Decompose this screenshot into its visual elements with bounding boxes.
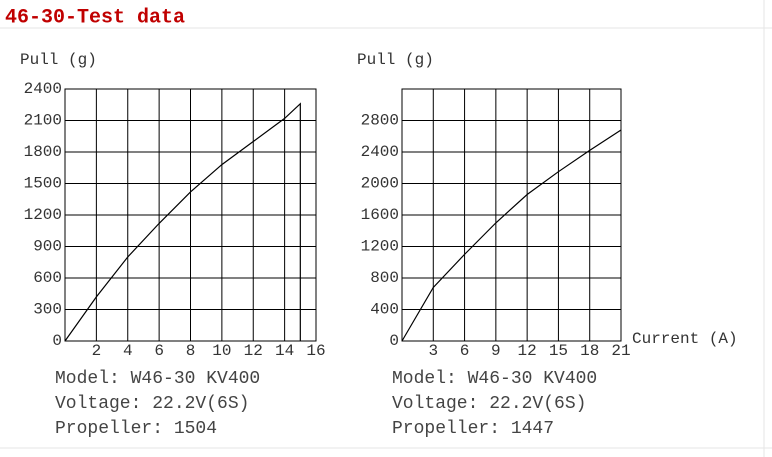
y-tick-label: 1200 bbox=[24, 206, 62, 224]
x-tick-label: 18 bbox=[580, 342, 599, 360]
data-line bbox=[64, 102, 301, 342]
spec-note: Propeller: 1504 bbox=[55, 419, 217, 439]
y-tick-label: 2400 bbox=[361, 143, 399, 161]
y-tick-label: 900 bbox=[33, 238, 62, 256]
x-tick-label: 14 bbox=[275, 342, 294, 360]
x-tick-label: 3 bbox=[428, 342, 438, 360]
spec-note: Propeller: 1447 bbox=[392, 419, 554, 439]
y-tick-label: 1200 bbox=[361, 238, 399, 256]
x-tick-label: 6 bbox=[154, 342, 164, 360]
spec-note: Model: W46-30 KV400 bbox=[55, 369, 260, 389]
x-tick-label: 6 bbox=[460, 342, 470, 360]
y-tick-label: 0 bbox=[389, 332, 399, 350]
x-tick-label: 9 bbox=[491, 342, 501, 360]
y-tick-label: 1800 bbox=[24, 143, 62, 161]
x-tick-label: 10 bbox=[212, 342, 231, 360]
y-tick-label: 2100 bbox=[24, 112, 62, 130]
x-tick-label: 8 bbox=[186, 342, 196, 360]
x-tick-label: 4 bbox=[123, 342, 133, 360]
x-tick-label: 15 bbox=[549, 342, 568, 360]
y-tick-label: 0 bbox=[52, 332, 62, 350]
data-line bbox=[401, 129, 622, 342]
y-tick-label: 800 bbox=[370, 269, 399, 287]
y-tick-label: 1500 bbox=[24, 175, 62, 193]
y-tick-label: 1600 bbox=[361, 206, 399, 224]
x-tick-label: 12 bbox=[518, 342, 537, 360]
spec-note: Voltage: 22.2V(6S) bbox=[55, 394, 249, 414]
y-tick-label: 600 bbox=[33, 269, 62, 287]
x-axis-label: Current (A) bbox=[632, 330, 738, 348]
x-tick-label: 2 bbox=[92, 342, 102, 360]
x-tick-label: 12 bbox=[244, 342, 263, 360]
y-tick-label: 400 bbox=[370, 301, 399, 319]
x-tick-label: 16 bbox=[306, 342, 325, 360]
y-axis-label: Pull (g) bbox=[20, 51, 97, 69]
x-tick-label: 21 bbox=[611, 342, 630, 360]
spec-note: Voltage: 22.2V(6S) bbox=[392, 394, 586, 414]
page-title: 46-30-Test data bbox=[5, 6, 185, 29]
y-tick-label: 2800 bbox=[361, 112, 399, 130]
y-tick-label: 2000 bbox=[361, 175, 399, 193]
y-tick-label: 2400 bbox=[24, 80, 62, 98]
y-axis-label: Pull (g) bbox=[357, 51, 434, 69]
spec-note: Model: W46-30 KV400 bbox=[392, 369, 597, 389]
y-tick-label: 300 bbox=[33, 301, 62, 319]
